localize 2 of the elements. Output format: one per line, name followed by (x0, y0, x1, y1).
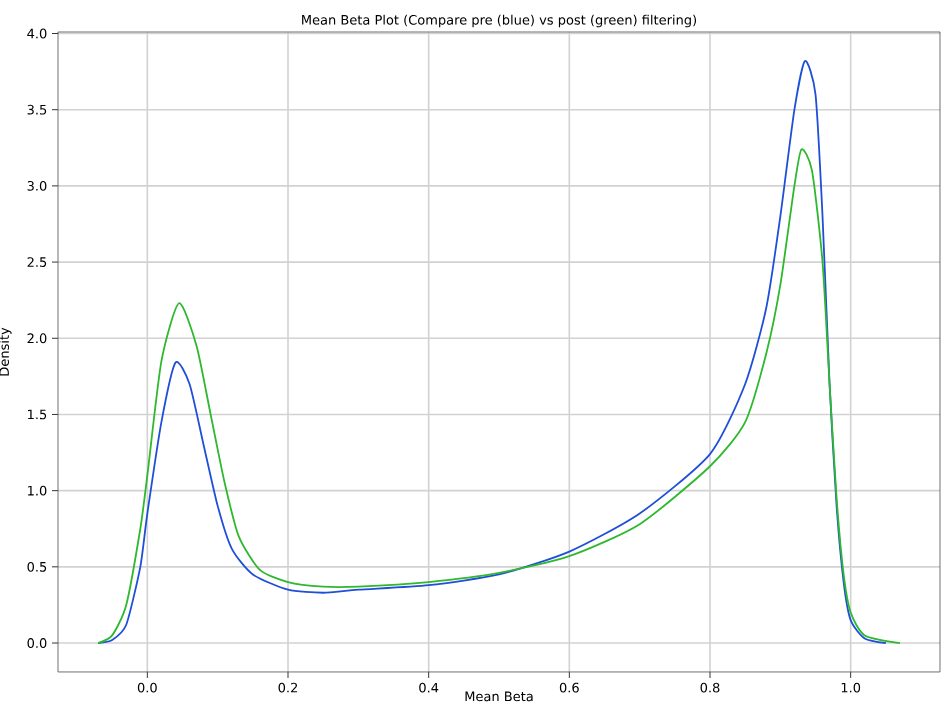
line-series (97, 60, 887, 644)
line-series (97, 148, 901, 644)
